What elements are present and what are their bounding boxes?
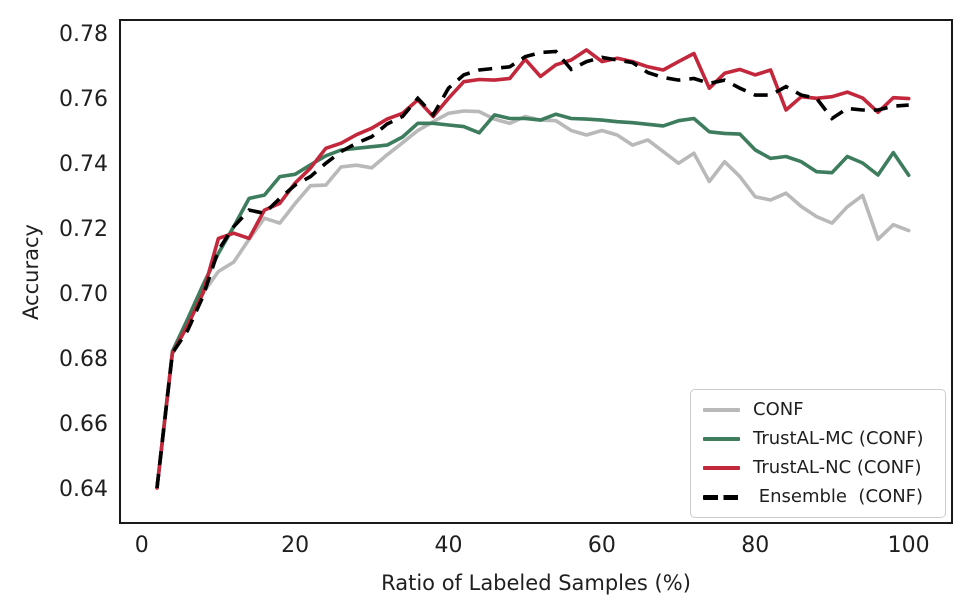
legend-swatch-ensemble xyxy=(703,494,740,500)
y-tick-label: 0.66 xyxy=(59,412,108,437)
y-tick-label: 0.68 xyxy=(59,347,108,372)
legend-label-ensemble: Ensemble (CONF) xyxy=(753,486,924,507)
y-tick-label: 0.76 xyxy=(59,87,108,112)
legend-label-trustal-mc: TrustAL-MC (CONF) xyxy=(753,428,924,449)
plot-frame xyxy=(119,19,953,524)
x-tick-label: 100 xyxy=(888,533,930,558)
series-line-trustal-mc-conf xyxy=(155,112,911,490)
axis-ticks: 0 20 40 60 80 100 0.64 0.66 0.68 0.70 0.72 0.74 0.76… xyxy=(59,22,930,558)
legend-item-trustal-mc: TrustAL-MC (CONF) xyxy=(703,428,933,450)
x-tick-label: 80 xyxy=(741,533,769,558)
legend: CONF TrustAL-MC (CONF) TrustAL-NC (CONF)… xyxy=(690,389,946,518)
legend-item-ensemble: Ensemble (CONF) xyxy=(703,486,933,508)
legend-swatch-trustal-mc xyxy=(703,437,740,441)
y-axis-label: Accuracy xyxy=(19,224,43,320)
legend-item-conf: CONF xyxy=(703,399,933,421)
x-tick-label: 0 xyxy=(135,533,149,558)
x-tick-label: 60 xyxy=(588,533,616,558)
x-tick-label: 40 xyxy=(434,533,462,558)
series-lines xyxy=(155,48,911,490)
legend-label-conf: CONF xyxy=(753,399,804,420)
y-tick-label: 0.70 xyxy=(59,282,108,307)
series-line-ensemble-conf xyxy=(155,49,909,489)
x-axis-label: Ratio of Labeled Samples (%) xyxy=(381,571,691,595)
legend-swatch-trustal-nc xyxy=(703,466,740,470)
legend-item-trustal-nc: TrustAL-NC (CONF) xyxy=(703,457,933,479)
y-tick-label: 0.74 xyxy=(59,152,108,177)
y-tick-label: 0.78 xyxy=(59,22,108,47)
legend-swatch-conf xyxy=(703,408,740,412)
legend-label-trustal-nc: TrustAL-NC (CONF) xyxy=(753,457,922,478)
series-line-trustal-nc-conf xyxy=(155,48,911,490)
y-tick-label: 0.64 xyxy=(59,477,108,502)
y-tick-label: 0.72 xyxy=(59,217,108,242)
x-tick-label: 20 xyxy=(281,533,309,558)
